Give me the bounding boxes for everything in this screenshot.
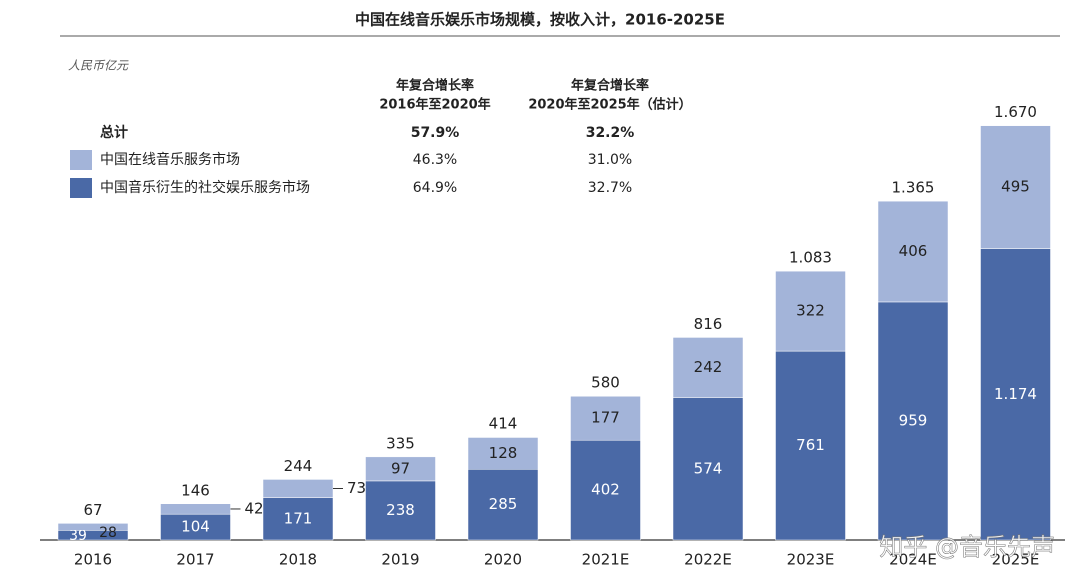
cagr-value: 32.2% [586,125,635,141]
chart-title: 中国在线音乐娱乐市场规模，按收入计，2016-2025E [355,11,725,29]
total-label: 414 [489,415,518,433]
value-label: 242 [694,358,723,376]
x-tick-label: 2021E [582,551,630,569]
total-label: 总计 [100,124,128,141]
total-label: 244 [284,457,313,475]
x-tick-label: 2019 [381,551,419,569]
watermark: 知乎 @音乐先声 [879,533,1055,561]
bar-segment [160,513,231,541]
x-tick-label: 2025E [992,551,1040,569]
total-label: 1.083 [789,249,832,267]
bar-segment [570,396,641,441]
total-label: 580 [591,374,620,392]
unit-label: 人民币亿元 [68,59,129,73]
bar-segment [980,125,1051,249]
value-label: 402 [591,481,620,499]
legend-swatch [70,150,92,170]
legend-label: 中国在线音乐服务市场 [100,151,240,168]
cagr-value: 64.9% [413,180,457,196]
value-label: 406 [899,242,928,260]
bar-segment [467,469,539,541]
bar-segment [365,456,436,482]
value-label: 171 [284,509,313,527]
value-label: 73 [347,479,366,497]
bar-segment [570,439,641,541]
bar-segment [365,480,436,541]
cagr-value: 32.7% [588,180,632,196]
value-label: 128 [489,444,518,462]
x-tick-label: 2024E [889,551,937,569]
value-label: 104 [181,518,210,536]
bar-segment [467,437,539,470]
x-tick-label: 2022E [684,551,732,569]
value-label: 959 [899,411,928,429]
value-label: 322 [796,302,825,320]
value-label: 28 [99,525,117,541]
bar-segment [672,397,744,541]
value-label: 574 [694,459,723,477]
x-tick-label: 2023E [787,551,835,569]
x-tick-label: 2016 [74,551,112,569]
cagr-value: 46.3% [413,152,457,168]
total-label: 816 [694,315,723,333]
value-label: 39 [69,528,87,544]
legend-swatch [70,178,92,198]
cagr-header: 年复合增长率 [396,78,474,94]
cagr-value: 31.0% [588,152,632,168]
bar-segment [775,350,846,541]
total-label: 1.365 [892,179,935,197]
x-tick-label: 2018 [279,551,317,569]
value-label: 42 [245,499,264,517]
total-label: 67 [83,501,102,519]
bar-segment [877,301,949,541]
total-label: 335 [386,434,415,452]
value-label: 285 [489,495,518,513]
legend-label: 中国音乐衍生的社交娱乐服务市场 [100,179,310,196]
bar-segment [775,270,846,352]
cagr-header: 年复合增长率 [571,78,649,94]
total-label: 1.670 [994,103,1037,121]
value-label: 177 [591,409,620,427]
x-tick-label: 2020 [484,551,522,569]
bar-segment [57,523,129,531]
value-label: 761 [796,436,825,454]
cagr-header: 2020年至2025年（估计） [528,97,691,113]
bar-segment [672,337,744,398]
bar-segment [877,200,949,303]
cagr-header: 2016年至2020年 [379,97,490,113]
bar-segment [160,503,231,515]
value-label: 97 [391,459,410,477]
bar-segment [980,248,1051,541]
cagr-value: 57.9% [411,125,460,141]
x-tick-label: 2017 [176,551,214,569]
value-label: 495 [1001,178,1030,196]
bar-segment [262,497,334,541]
bar-segment [262,479,334,498]
value-label: 1.174 [994,385,1037,403]
value-label: 238 [386,501,415,519]
total-label: 146 [181,481,210,499]
